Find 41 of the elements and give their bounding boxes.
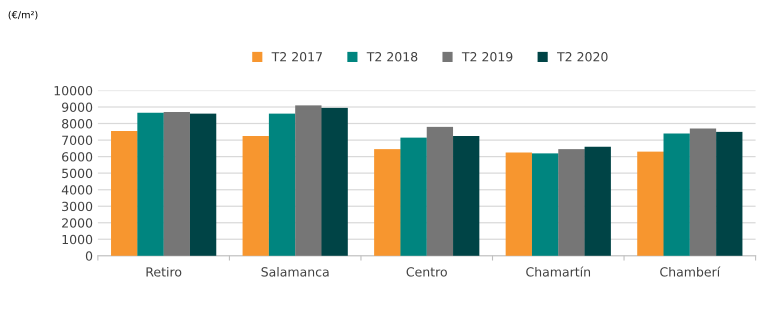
bar — [690, 128, 716, 256]
legend-label: T2 2020 — [556, 52, 608, 62]
y-tick-label: 0 — [86, 251, 92, 261]
x-tick-label: Chamberí — [660, 266, 721, 277]
bar — [374, 149, 400, 256]
y-tick-label: 7000 — [62, 136, 92, 146]
legend-label: T2 2017 — [272, 52, 322, 62]
bar — [322, 108, 348, 256]
y-tick-label: 6000 — [62, 152, 92, 162]
bar — [453, 136, 480, 256]
y-tick-label: 3000 — [62, 202, 92, 212]
y-tick-label: 5000 — [62, 168, 92, 178]
legend-label: T2 2019 — [462, 52, 512, 62]
bar — [532, 153, 558, 256]
legend-label: T2 2018 — [366, 52, 418, 62]
text: (€/m²) — [8, 10, 38, 20]
bar — [295, 105, 322, 256]
bar — [664, 133, 690, 256]
y-tick-label: 4000 — [62, 185, 92, 195]
bar — [637, 152, 664, 256]
bar — [190, 114, 216, 256]
bar — [558, 149, 585, 256]
bar — [164, 112, 190, 256]
bar — [137, 112, 164, 256]
bar — [506, 152, 532, 256]
x-tick-label: Centro — [406, 267, 447, 277]
x-tick-label: Chamartín — [526, 266, 590, 277]
bar — [268, 114, 296, 256]
y-tick-label: 1000 — [62, 234, 92, 244]
bar — [426, 126, 454, 256]
y-tick-label: 10000 — [54, 86, 92, 96]
bar — [400, 138, 427, 256]
bar — [716, 132, 742, 256]
y-tick-label: 2000 — [62, 218, 92, 228]
x-tick-label: Retiro — [146, 266, 182, 277]
y-tick-label: 9000 — [62, 102, 92, 112]
bar — [584, 146, 611, 256]
bar — [242, 136, 269, 256]
bar — [111, 130, 138, 256]
y-tick-label: 8000 — [62, 119, 92, 128]
x-tick-label: Salamanca — [262, 266, 329, 277]
